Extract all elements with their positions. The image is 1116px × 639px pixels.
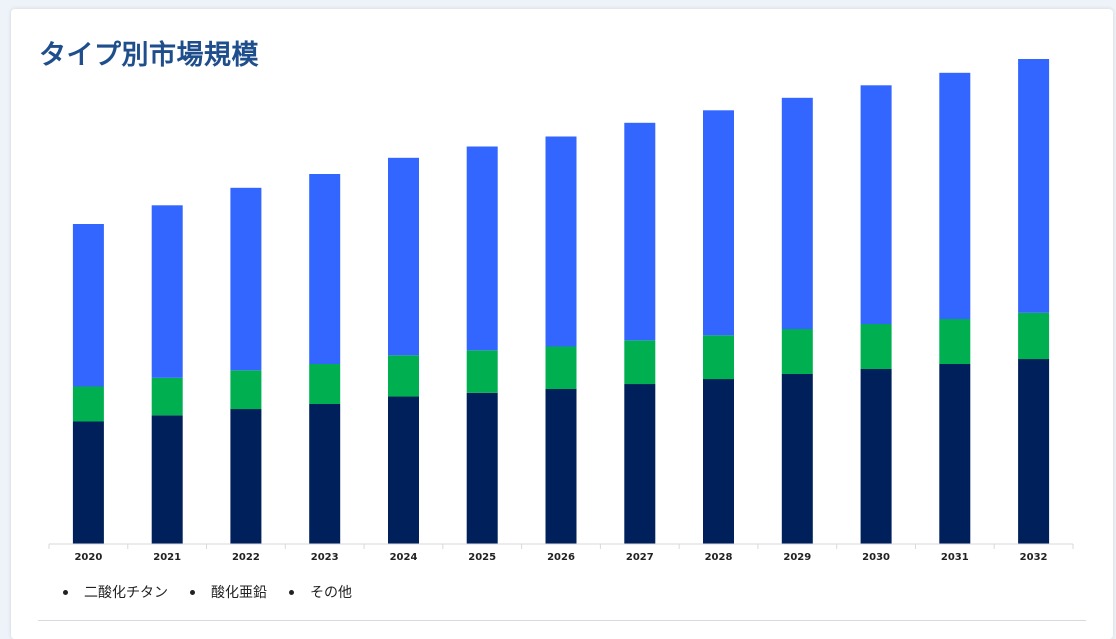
bar-2032-series-2[interactable]: [1018, 59, 1050, 313]
bar-2032-series-0[interactable]: [1018, 359, 1050, 544]
bar-2024-series-1[interactable]: [388, 355, 419, 397]
bar-2027-series-2[interactable]: [624, 122, 656, 341]
bar-2026-series-2[interactable]: [545, 136, 577, 347]
bar-2025-series-2[interactable]: [466, 146, 498, 351]
bar-2025-series-0[interactable]: [466, 392, 498, 545]
bar-2020-series-0[interactable]: [72, 421, 104, 545]
bar-2030-series-1[interactable]: [860, 324, 892, 369]
legend-item-titanium-dioxide[interactable]: 二酸化チタン: [63, 582, 168, 602]
x-tick-label: 2024: [390, 552, 418, 563]
page-title: タイプ別市場規模: [39, 40, 259, 71]
x-tick-label: 2029: [783, 552, 811, 563]
legend-bullet-icon: [190, 589, 195, 595]
legend-label: 二酸化チタン: [84, 585, 168, 601]
legend-item-zinc-oxide[interactable]: 酸化亜鉛: [190, 582, 267, 602]
legend-bullet-icon: [63, 589, 68, 595]
bar-2029-series-1[interactable]: [781, 329, 813, 374]
x-tick-label: 2020: [74, 552, 102, 563]
bars-group: [72, 59, 1050, 545]
bar-2024-series-0[interactable]: [388, 396, 419, 545]
bar-2030-series-2[interactable]: [860, 85, 892, 325]
bar-2020-series-2[interactable]: [72, 224, 104, 387]
bar-2031-series-1[interactable]: [939, 319, 971, 364]
bar-2025-series-1[interactable]: [466, 350, 498, 393]
chart-card: タイプ別市場規模 2020 2021 2022 2023 2024 2025 2026 202…: [11, 9, 1113, 639]
bar-2027-series-1[interactable]: [624, 340, 656, 385]
bar-2027-series-0[interactable]: [624, 384, 656, 544]
x-tick-group: [48, 544, 1074, 549]
bar-2023-series-1[interactable]: [309, 364, 341, 404]
bar-2028-series-0[interactable]: [703, 379, 734, 544]
x-tick-label: 2023: [311, 552, 339, 563]
x-tick-label: 2027: [626, 552, 654, 563]
bar-2021-series-0[interactable]: [151, 415, 183, 545]
bar-2031-series-2[interactable]: [939, 72, 971, 320]
bar-2023-series-0[interactable]: [309, 404, 341, 544]
bar-2022-series-2[interactable]: [230, 187, 262, 371]
bar-2024-series-2[interactable]: [388, 157, 419, 356]
x-tick-label: 2032: [1020, 552, 1048, 563]
legend-label: その他: [310, 585, 352, 601]
bar-2021-series-2[interactable]: [151, 205, 183, 378]
bar-2022-series-1[interactable]: [230, 370, 262, 410]
stacked-bar-chart: 2020 2021 2022 2023 2024 2025 2026 2027 2028 2029…: [48, 59, 1074, 563]
x-tick-labels: 2020 2021 2022 2023 2024 2025 2026 2027 2028 2029…: [74, 552, 1047, 563]
bar-2021-series-1[interactable]: [151, 377, 183, 416]
legend-bullet-icon: [289, 589, 294, 595]
divider: [38, 620, 1086, 621]
x-tick-label: 2025: [468, 552, 496, 563]
bar-2026-series-0[interactable]: [545, 389, 577, 544]
bar-2026-series-1[interactable]: [545, 346, 577, 390]
bar-2028-series-2[interactable]: [703, 110, 734, 336]
bar-2029-series-0[interactable]: [781, 374, 813, 544]
bar-2031-series-0[interactable]: [939, 364, 971, 544]
bar-2028-series-1[interactable]: [703, 335, 734, 380]
x-tick-label: 2026: [547, 552, 575, 563]
x-tick-label: 2030: [862, 552, 890, 563]
x-tick-label: 2021: [153, 552, 181, 563]
bar-2022-series-0[interactable]: [230, 409, 262, 544]
bar-2032-series-1[interactable]: [1018, 312, 1050, 360]
x-tick-label: 2031: [941, 552, 969, 563]
x-tick-label: 2028: [705, 552, 733, 563]
legend-item-other[interactable]: その他: [289, 582, 352, 602]
x-tick-label: 2022: [232, 552, 260, 563]
bar-2023-series-2[interactable]: [309, 174, 341, 364]
legend-label: 酸化亜鉛: [211, 585, 267, 601]
legend: 二酸化チタン 酸化亜鉛 その他: [63, 582, 374, 602]
bar-2030-series-0[interactable]: [860, 369, 892, 544]
bar-2020-series-1[interactable]: [72, 386, 104, 422]
bar-2029-series-2[interactable]: [781, 97, 813, 330]
